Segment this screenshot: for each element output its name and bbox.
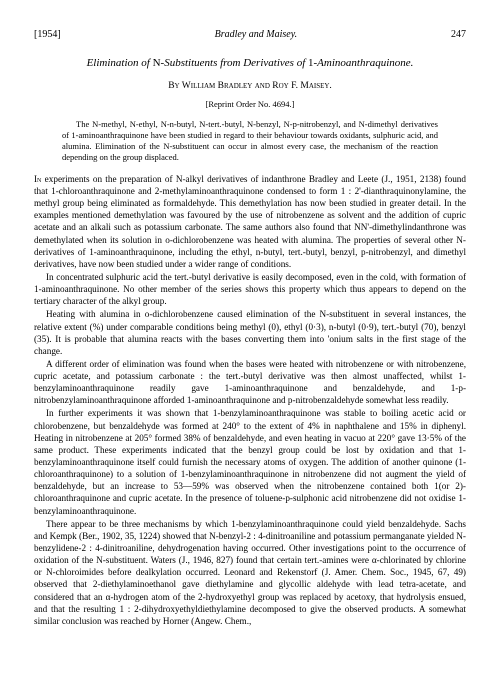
header-year: [1954]: [34, 28, 61, 42]
page-header: [1954] Bradley and Maisey. 247: [34, 28, 466, 42]
abstract: The N-methyl, N-ethyl, N-n-butyl, N-tert…: [62, 119, 438, 163]
authors-line: By William Bradley and Roy F. Maisey.: [34, 80, 466, 93]
header-page: 247: [451, 28, 466, 42]
paragraph-6: There appear to be three mechanisms by w…: [34, 518, 466, 627]
body-text: In experiments on the preparation of N-a…: [34, 173, 466, 627]
paragraph-1: In experiments on the preparation of N-a…: [34, 173, 466, 270]
paragraph-4: A different order of elimination was fou…: [34, 358, 466, 407]
paragraph-3: Heating with alumina in o-dichlorobenzen…: [34, 308, 466, 357]
article-title: Elimination of N-Substituents from Deriv…: [34, 56, 466, 71]
header-authors: Bradley and Maisey.: [215, 28, 297, 42]
reprint-number: [Reprint Order No. 4694.]: [34, 99, 466, 110]
paragraph-2: In concentrated sulphuric acid the tert.…: [34, 271, 466, 307]
paragraph-5: In further experiments it was shown that…: [34, 407, 466, 516]
